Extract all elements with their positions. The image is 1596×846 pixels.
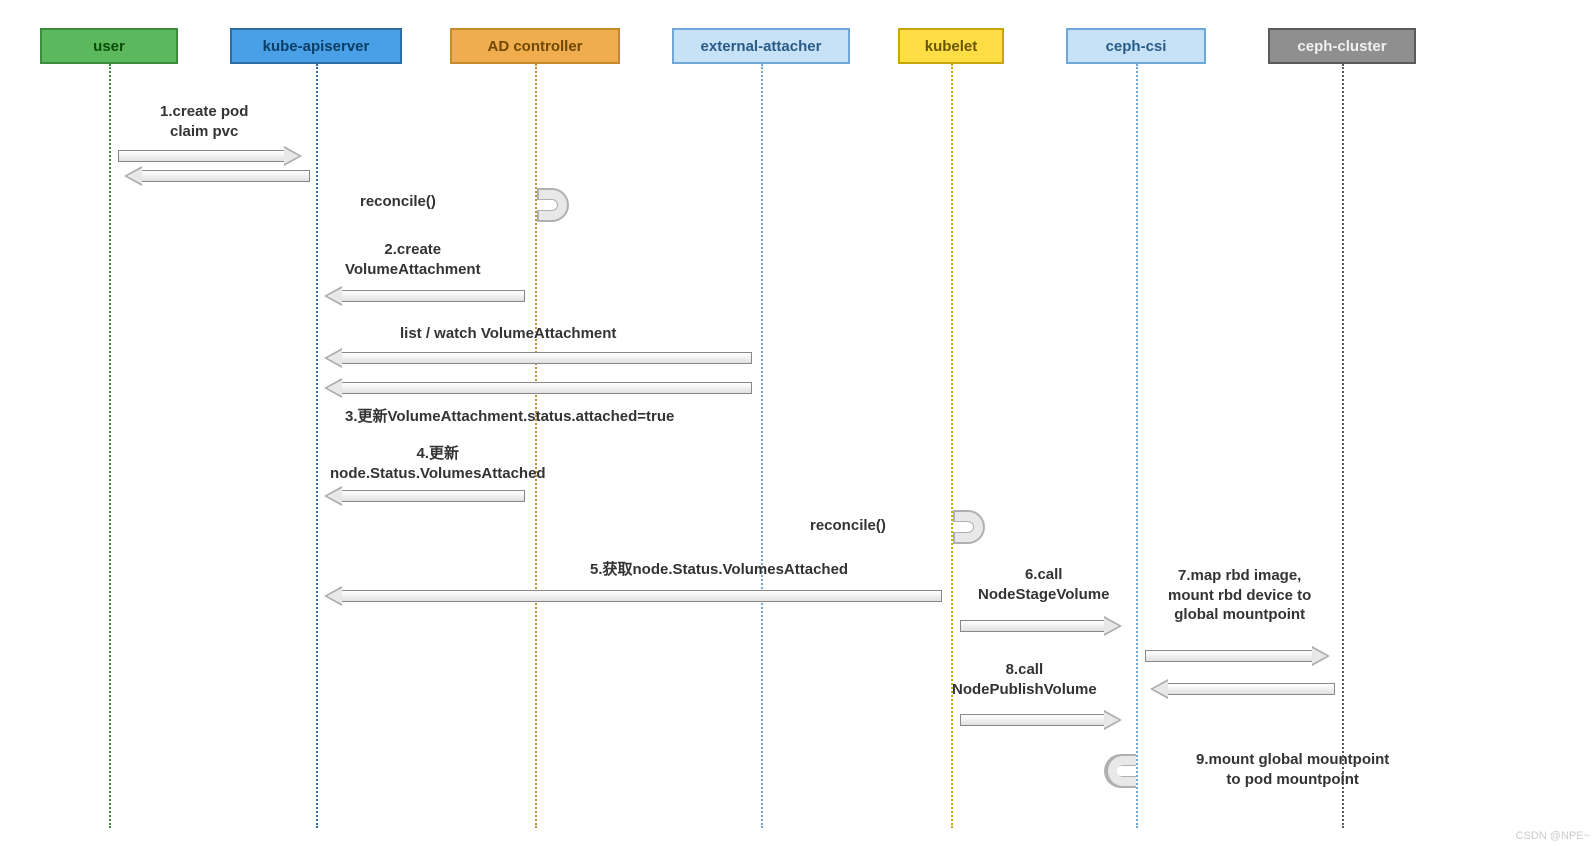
participant-cephcsi: ceph-csi [1066,28,1206,64]
label-m2: 2.create VolumeAttachment [345,240,481,279]
label-loop1: reconcile() [360,192,436,212]
arrowhead-m7 [1312,646,1330,666]
arrow-m5 [340,590,942,602]
lifeline-user [109,64,111,828]
arrow-m4 [340,490,525,502]
participant-cluster: ceph-cluster [1268,28,1416,64]
arrow-m3b [340,382,752,394]
participant-apiserver: kube-apiserver [230,28,402,64]
label-m5: 5.获取node.Status.VolumesAttached [590,560,848,580]
arrow-m1 [118,150,286,162]
arrowhead-m2 [324,286,342,306]
arrow-m2 [340,290,525,302]
lifeline-apiserver [316,64,318,828]
arrowhead-m1b [124,166,142,186]
lifeline-attacher [761,64,763,828]
lifeline-cephcsi [1136,64,1138,828]
label-m7: 7.map rbd image, mount rbd device to glo… [1168,566,1311,625]
arrowhead-m8 [1104,710,1122,730]
arrowhead-m3b [324,378,342,398]
arrow-m7 [1145,650,1314,662]
label-m4: 4.更新 node.Status.VolumesAttached [330,444,546,483]
arrowhead-m6 [1104,616,1122,636]
arrowhead-m1 [284,146,302,166]
arrowhead-m7b [1150,679,1168,699]
label-m8: 8.call NodePublishVolume [952,660,1097,699]
watermark: CSDN @NPE~ [1516,830,1590,842]
label-m3c: 3.更新VolumeAttachment.status.attached=tru… [345,407,674,427]
arrow-m8 [960,714,1106,726]
arrowhead-m3a [324,348,342,368]
label-m1: 1.create pod claim pvc [160,102,248,141]
participant-ad: AD controller [450,28,620,64]
lifeline-cluster [1342,64,1344,828]
arrow-m7b [1166,683,1335,695]
participant-kubelet: kubelet [898,28,1004,64]
arrow-m1b [140,170,310,182]
arrowhead-m4 [324,486,342,506]
arrow-m3a [340,352,752,364]
label-m6: 6.call NodeStageVolume [978,565,1109,604]
participant-user: user [40,28,178,64]
participant-attacher: external-attacher [672,28,850,64]
label-loop3: 9.mount global mountpoint to pod mountpo… [1196,750,1389,789]
label-loop2: reconcile() [810,516,886,536]
lifeline-kubelet [951,64,953,828]
arrow-m6 [960,620,1106,632]
arrowhead-m5 [324,586,342,606]
label-m3a: list / watch VolumeAttachment [400,324,616,344]
